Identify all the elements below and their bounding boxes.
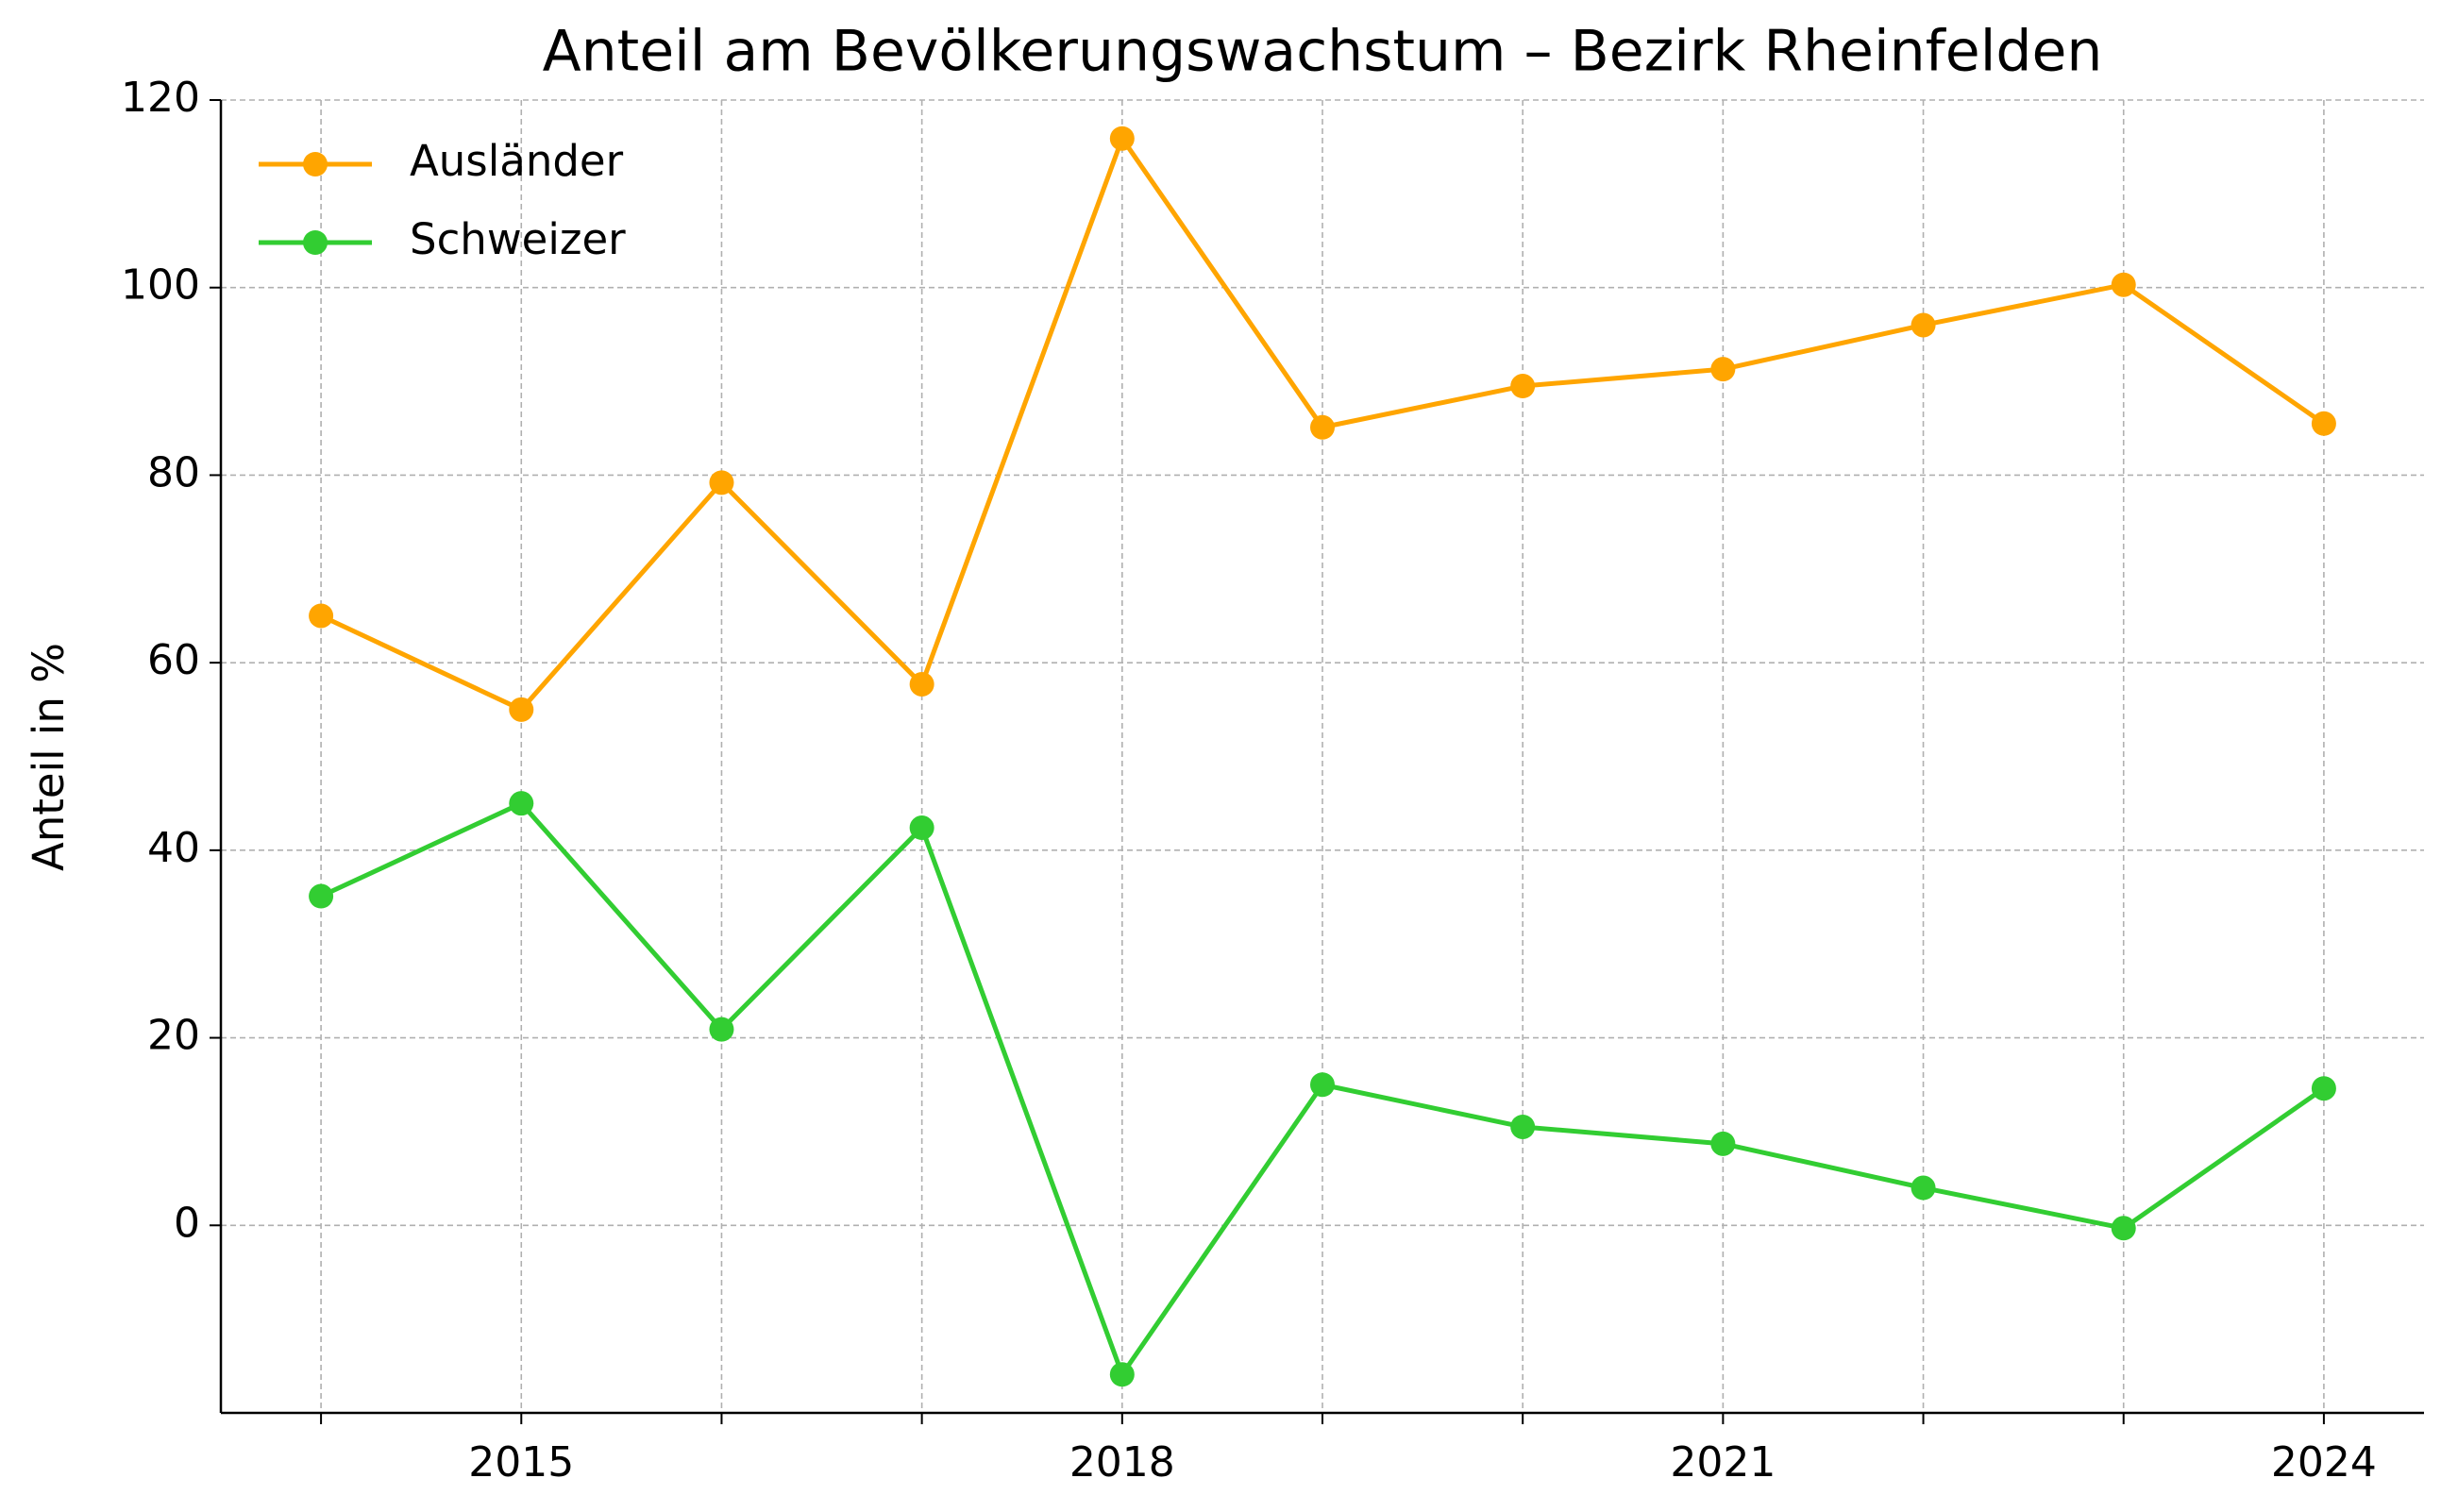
marker (2111, 1216, 2136, 1241)
marker (909, 671, 934, 697)
legend-marker (303, 152, 328, 176)
marker (2311, 1076, 2336, 1101)
marker (1109, 1362, 1135, 1387)
y-tick-label: 80 (147, 448, 200, 496)
y-tick-label: 0 (174, 1199, 200, 1247)
y-tick-label: 40 (147, 824, 200, 872)
marker (1510, 1114, 1536, 1139)
marker (2311, 411, 2336, 436)
x-tick-label: 2015 (468, 1438, 574, 1487)
marker (709, 1016, 734, 1042)
legend-marker (303, 230, 328, 255)
y-tick-label: 120 (121, 74, 200, 122)
x-tick-label: 2021 (1670, 1438, 1776, 1487)
marker (1109, 126, 1135, 151)
marker (509, 791, 534, 816)
marker (1911, 312, 1936, 338)
legend-label: Ausländer (410, 136, 624, 186)
marker (1310, 414, 1335, 440)
marker (1510, 374, 1536, 399)
y-tick-label: 60 (147, 636, 200, 684)
marker (909, 815, 934, 841)
chart-title: Anteil am Bevölkerungswachstum – Bezirk … (543, 19, 2103, 85)
marker (709, 470, 734, 496)
y-tick-label: 20 (147, 1012, 200, 1060)
marker (1911, 1175, 1936, 1201)
marker (309, 603, 334, 629)
marker (1710, 1131, 1736, 1156)
marker (1310, 1072, 1335, 1098)
legend-label: Schweizer (410, 214, 626, 264)
marker (309, 883, 334, 909)
marker (1710, 357, 1736, 382)
marker (2111, 272, 2136, 297)
marker (509, 697, 534, 722)
x-tick-label: 2018 (1069, 1438, 1175, 1487)
y-tick-label: 100 (121, 261, 200, 310)
y-axis-label: Anteil in % (24, 643, 74, 871)
x-tick-label: 2024 (2271, 1438, 2377, 1487)
